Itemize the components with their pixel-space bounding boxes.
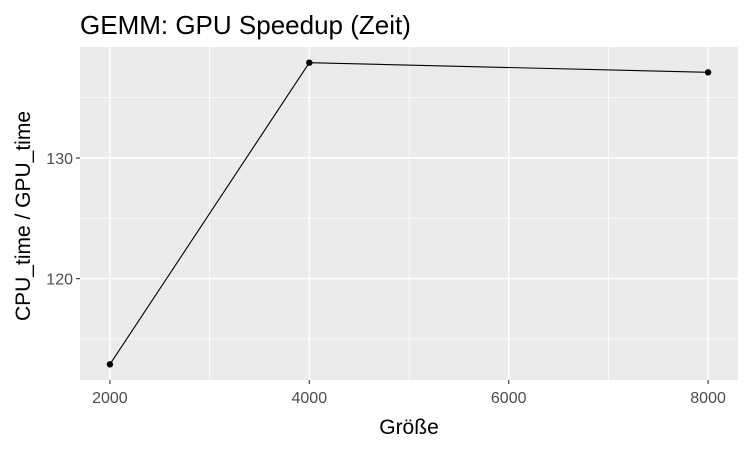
y-axis-title: CPU_time / GPU_time [12, 111, 35, 321]
data-point [106, 361, 114, 368]
x-tick-label: 6000 [491, 390, 527, 407]
x-axis-title: Größe [379, 416, 439, 439]
major-gridlines [80, 47, 738, 380]
x-tick-label: 2000 [92, 390, 128, 407]
axis-ticks [76, 157, 709, 384]
data-point [704, 69, 712, 76]
chart-title: GEMM: GPU Speedup (Zeit) [80, 10, 411, 40]
series-layer [106, 59, 712, 368]
x-tick-label: 4000 [292, 390, 328, 407]
y-tick-label: 130 [46, 151, 73, 168]
axis-tick-labels: 2000 4000 6000 8000 120 130 [46, 151, 726, 407]
x-tick-label: 8000 [690, 390, 726, 407]
minor-gridlines [80, 47, 738, 380]
y-tick-label: 120 [46, 272, 73, 289]
data-point [306, 59, 313, 66]
